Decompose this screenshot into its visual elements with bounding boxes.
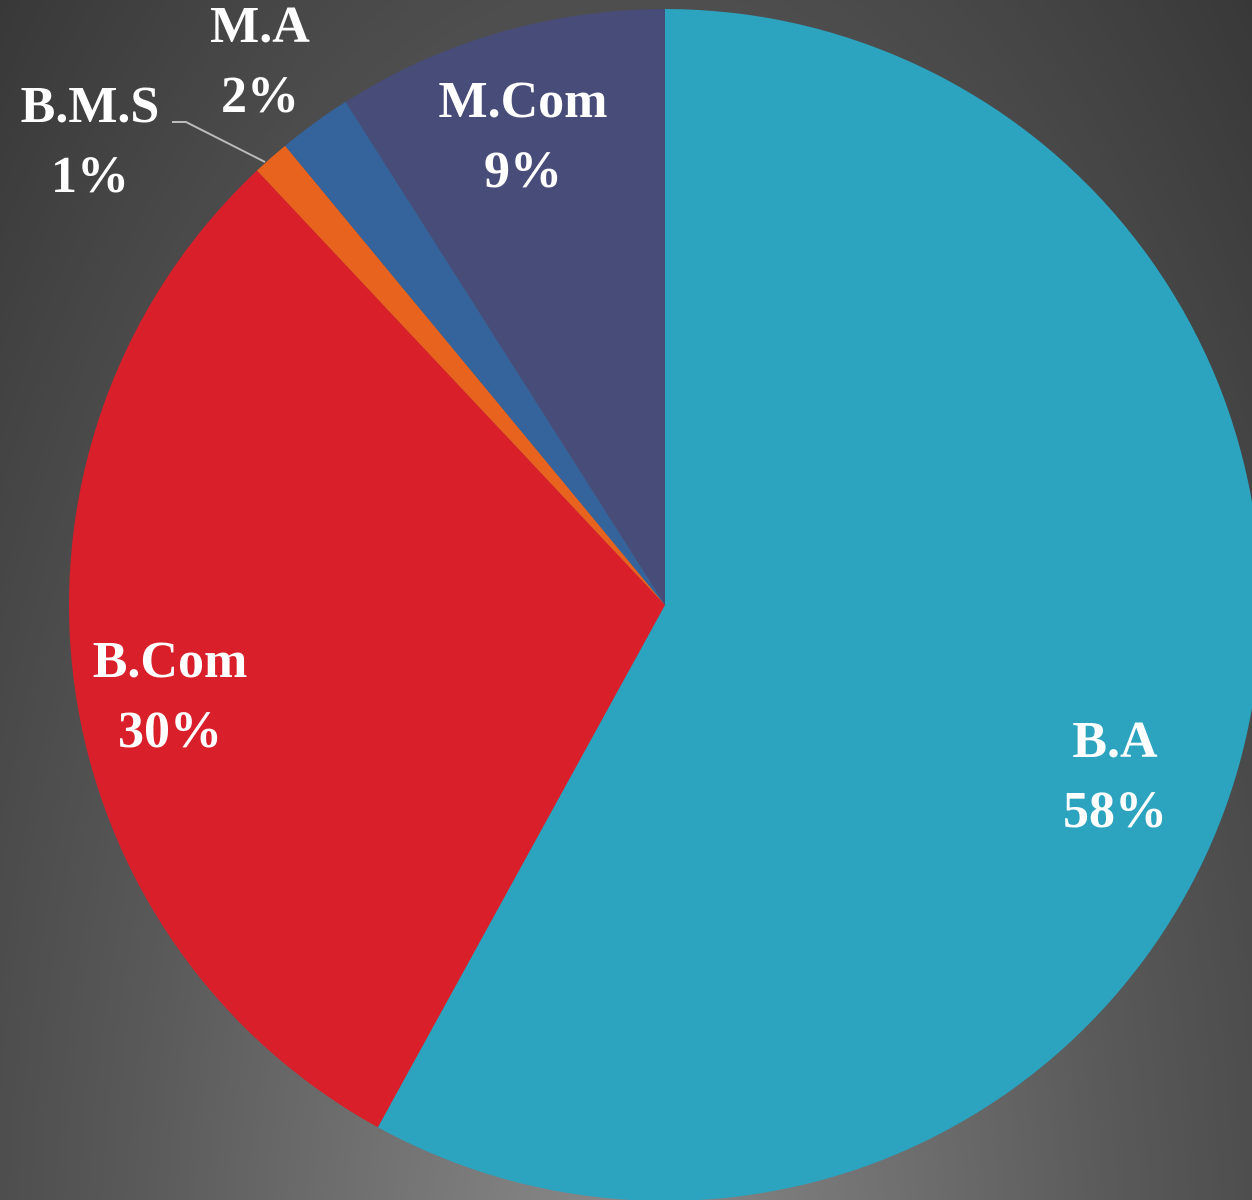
slice-name: B.M.S [21, 77, 160, 134]
leader-line [172, 121, 266, 163]
slice-percent: 30% [118, 702, 222, 759]
pie-slice [285, 101, 665, 606]
pie-slice [257, 145, 665, 605]
slice-percent: 58% [1063, 782, 1167, 839]
slice-percent: 2% [221, 67, 299, 124]
pie-slice [68, 170, 665, 1128]
slice-name: M.A [210, 0, 310, 54]
slice-percent: 9% [484, 142, 562, 199]
pie-slice [345, 9, 665, 605]
slice-name: B.Com [93, 632, 248, 689]
slice-name: M.Com [439, 72, 608, 129]
slice-percent: 1% [51, 147, 129, 204]
pie-slice [377, 9, 1252, 1200]
slice-name: B.A [1072, 712, 1158, 769]
